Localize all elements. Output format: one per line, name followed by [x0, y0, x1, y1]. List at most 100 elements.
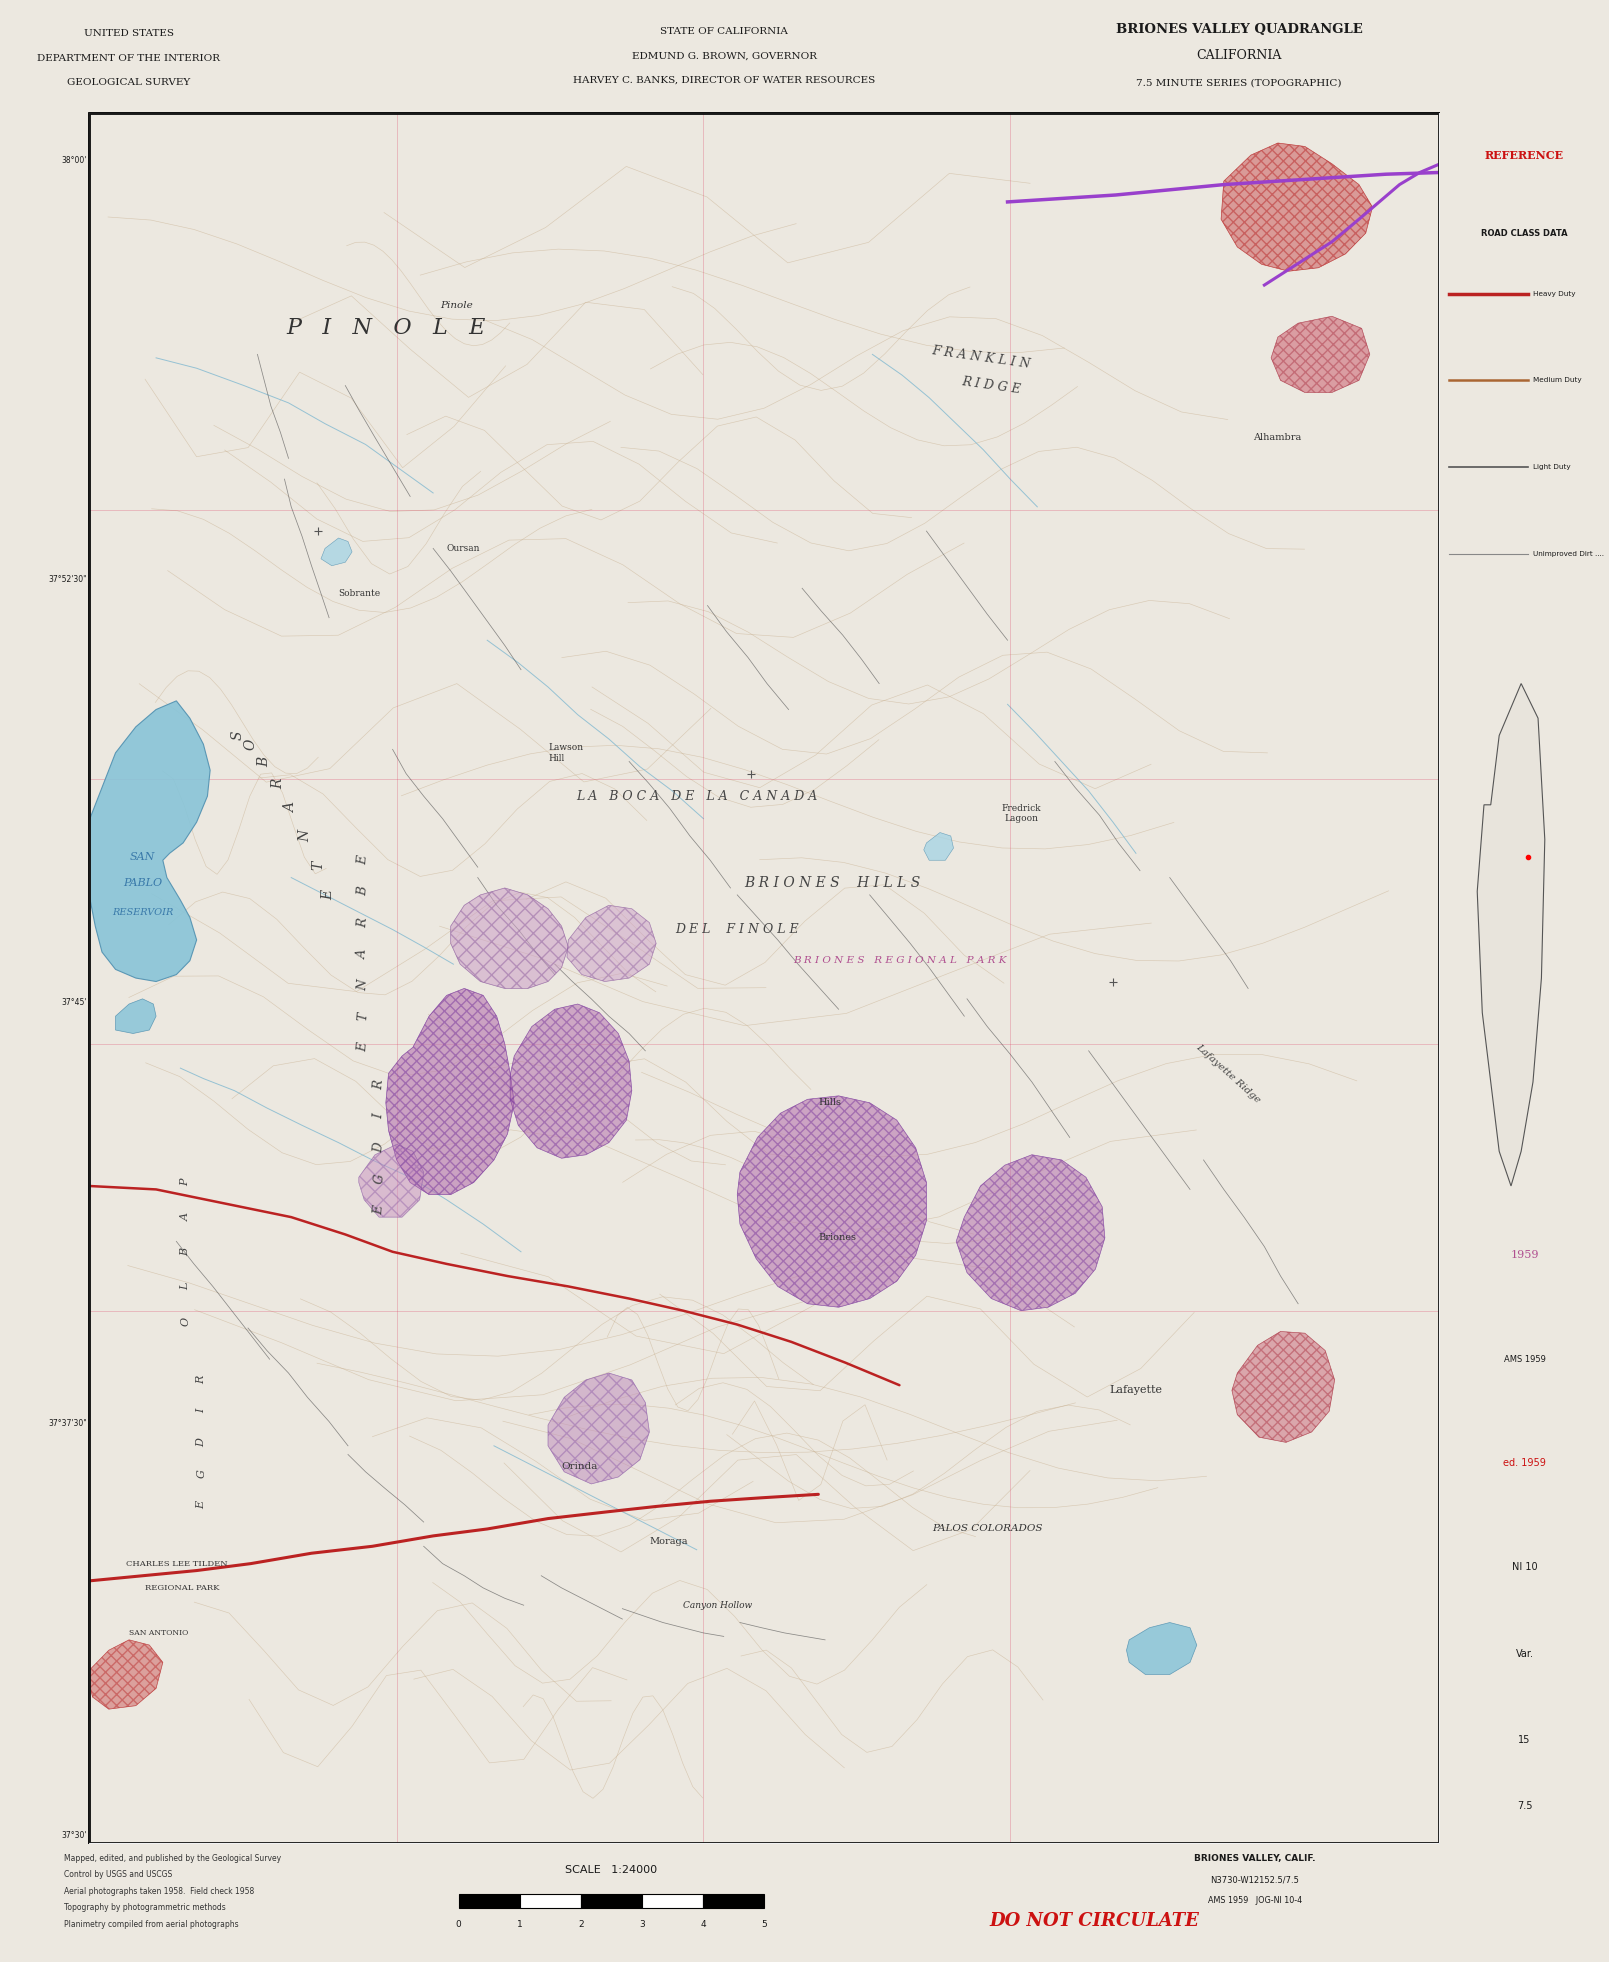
Polygon shape — [510, 1005, 632, 1158]
Text: A: A — [285, 802, 299, 814]
Text: O: O — [180, 1317, 190, 1326]
Text: PALOS COLORADOS: PALOS COLORADOS — [932, 1524, 1043, 1534]
Text: 7.5: 7.5 — [1517, 1801, 1532, 1811]
Text: R: R — [270, 779, 285, 789]
Text: D: D — [372, 1142, 386, 1154]
Text: R: R — [356, 918, 370, 928]
Text: 4: 4 — [700, 1919, 706, 1929]
Text: CHARLES LEE TILDEN: CHARLES LEE TILDEN — [127, 1560, 228, 1568]
Text: CALIFORNIA: CALIFORNIA — [1195, 49, 1282, 63]
Polygon shape — [924, 832, 954, 859]
Text: Canyon Hollow: Canyon Hollow — [684, 1601, 753, 1609]
Text: 37°37'30": 37°37'30" — [48, 1419, 87, 1428]
Polygon shape — [956, 1156, 1105, 1311]
Text: ed. 1959: ed. 1959 — [1503, 1458, 1546, 1468]
Polygon shape — [359, 1144, 423, 1216]
Text: P: P — [180, 1179, 190, 1187]
Text: STATE OF CALIFORNIA: STATE OF CALIFORNIA — [660, 27, 788, 35]
Text: D: D — [196, 1438, 206, 1446]
Text: REGIONAL PARK: REGIONAL PARK — [145, 1583, 220, 1591]
Bar — [642, 1893, 703, 1907]
Text: GEOLOGICAL SURVEY: GEOLOGICAL SURVEY — [68, 78, 190, 86]
Text: L A   B O C A   D E   L A   C A N A D A: L A B O C A D E L A C A N A D A — [576, 789, 817, 802]
Text: AMS 1959: AMS 1959 — [1503, 1354, 1546, 1364]
Bar — [703, 1893, 764, 1907]
Text: N: N — [298, 830, 312, 842]
Text: Heavy Duty: Heavy Duty — [1533, 290, 1575, 296]
Text: Lafayette: Lafayette — [1109, 1385, 1162, 1395]
Text: 3: 3 — [639, 1919, 645, 1929]
Text: Light Duty: Light Duty — [1533, 463, 1570, 471]
Text: Hills: Hills — [819, 1099, 842, 1107]
Text: BRIONES VALLEY, CALIF.: BRIONES VALLEY, CALIF. — [1194, 1854, 1316, 1862]
Bar — [581, 1893, 642, 1907]
Text: 5: 5 — [761, 1919, 767, 1929]
Text: 37°30': 37°30' — [61, 1831, 87, 1840]
Text: HARVEY C. BANKS, DIRECTOR OF WATER RESOURCES: HARVEY C. BANKS, DIRECTOR OF WATER RESOU… — [573, 77, 875, 84]
Text: Medium Duty: Medium Duty — [1533, 377, 1582, 383]
Text: DEPARTMENT OF THE INTERIOR: DEPARTMENT OF THE INTERIOR — [37, 53, 220, 63]
Text: Mapped, edited, and published by the Geological Survey: Mapped, edited, and published by the Geo… — [64, 1854, 282, 1862]
Bar — [520, 1893, 581, 1907]
Text: Planimetry compiled from aerial photographs: Planimetry compiled from aerial photogra… — [64, 1921, 240, 1929]
Text: 7.5 MINUTE SERIES (TOPOGRAPHIC): 7.5 MINUTE SERIES (TOPOGRAPHIC) — [1136, 78, 1342, 86]
Text: Alhambra: Alhambra — [1253, 434, 1302, 441]
Text: Lawson
Hill: Lawson Hill — [549, 744, 582, 763]
Bar — [459, 1893, 520, 1907]
Polygon shape — [549, 1373, 650, 1483]
Text: Var.: Var. — [1516, 1648, 1533, 1658]
Text: 0: 0 — [455, 1919, 462, 1929]
Text: UNITED STATES: UNITED STATES — [84, 29, 174, 37]
Text: B R I O N E S   R E G I O N A L   P A R K: B R I O N E S R E G I O N A L P A R K — [793, 955, 1006, 965]
Polygon shape — [320, 538, 352, 565]
Text: AMS 1959   JOG-NI 10-4: AMS 1959 JOG-NI 10-4 — [1208, 1897, 1302, 1905]
Text: N3730-W12152.5/7.5: N3730-W12152.5/7.5 — [1210, 1876, 1300, 1884]
Text: N: N — [356, 979, 370, 991]
Polygon shape — [566, 904, 656, 981]
Text: 2: 2 — [578, 1919, 584, 1929]
Text: Unimproved Dirt ....: Unimproved Dirt .... — [1533, 551, 1604, 557]
Text: P   I   N   O   L   E: P I N O L E — [286, 318, 486, 339]
Text: B: B — [180, 1248, 190, 1256]
Text: O: O — [245, 738, 257, 749]
Text: ROAD CLASS DATA: ROAD CLASS DATA — [1482, 230, 1567, 237]
Text: A: A — [180, 1213, 190, 1220]
Text: R: R — [196, 1375, 206, 1383]
Polygon shape — [88, 700, 211, 981]
Polygon shape — [386, 989, 515, 1195]
Text: F R A N K L I N: F R A N K L I N — [930, 345, 1031, 371]
Text: NI 10: NI 10 — [1512, 1562, 1537, 1572]
Text: Briones: Briones — [819, 1234, 856, 1242]
Text: Sobrante: Sobrante — [338, 589, 381, 598]
Text: 37°45': 37°45' — [61, 999, 87, 1007]
Polygon shape — [1126, 1623, 1197, 1674]
Polygon shape — [1232, 1332, 1334, 1442]
Polygon shape — [451, 889, 568, 989]
Text: PABLO: PABLO — [122, 877, 163, 887]
Text: EDMUND G. BROWN, GOVERNOR: EDMUND G. BROWN, GOVERNOR — [632, 51, 816, 61]
Text: I: I — [196, 1409, 206, 1413]
Text: A: A — [356, 950, 370, 959]
Text: B: B — [257, 757, 272, 767]
Text: RESERVOIR: RESERVOIR — [113, 908, 174, 916]
Polygon shape — [1477, 683, 1545, 1185]
Text: E: E — [320, 891, 335, 901]
Polygon shape — [88, 1640, 163, 1709]
Text: R I D G E: R I D G E — [961, 375, 1022, 396]
Text: T: T — [356, 1012, 370, 1020]
Text: Pinole: Pinole — [439, 302, 473, 310]
Text: E: E — [196, 1501, 206, 1509]
Polygon shape — [116, 999, 156, 1034]
Text: BRIONES VALLEY QUADRANGLE: BRIONES VALLEY QUADRANGLE — [1115, 24, 1363, 35]
Text: 1959: 1959 — [1511, 1250, 1538, 1260]
Text: D E L    F I N O L E: D E L F I N O L E — [676, 922, 800, 936]
Text: B R I O N E S    H I L L S: B R I O N E S H I L L S — [743, 875, 920, 891]
Text: Aerial photographs taken 1958.  Field check 1958: Aerial photographs taken 1958. Field che… — [64, 1887, 254, 1895]
Text: Control by USGS and USCGS: Control by USGS and USCGS — [64, 1870, 172, 1880]
Text: E: E — [372, 1205, 386, 1214]
Text: 1: 1 — [516, 1919, 523, 1929]
Text: Orinda: Orinda — [562, 1462, 599, 1472]
Text: Topography by photogrammetric methods: Topography by photogrammetric methods — [64, 1903, 227, 1913]
Text: Fredrick
Lagoon: Fredrick Lagoon — [1001, 804, 1041, 824]
Text: Lafayette Ridge: Lafayette Ridge — [1194, 1042, 1261, 1105]
